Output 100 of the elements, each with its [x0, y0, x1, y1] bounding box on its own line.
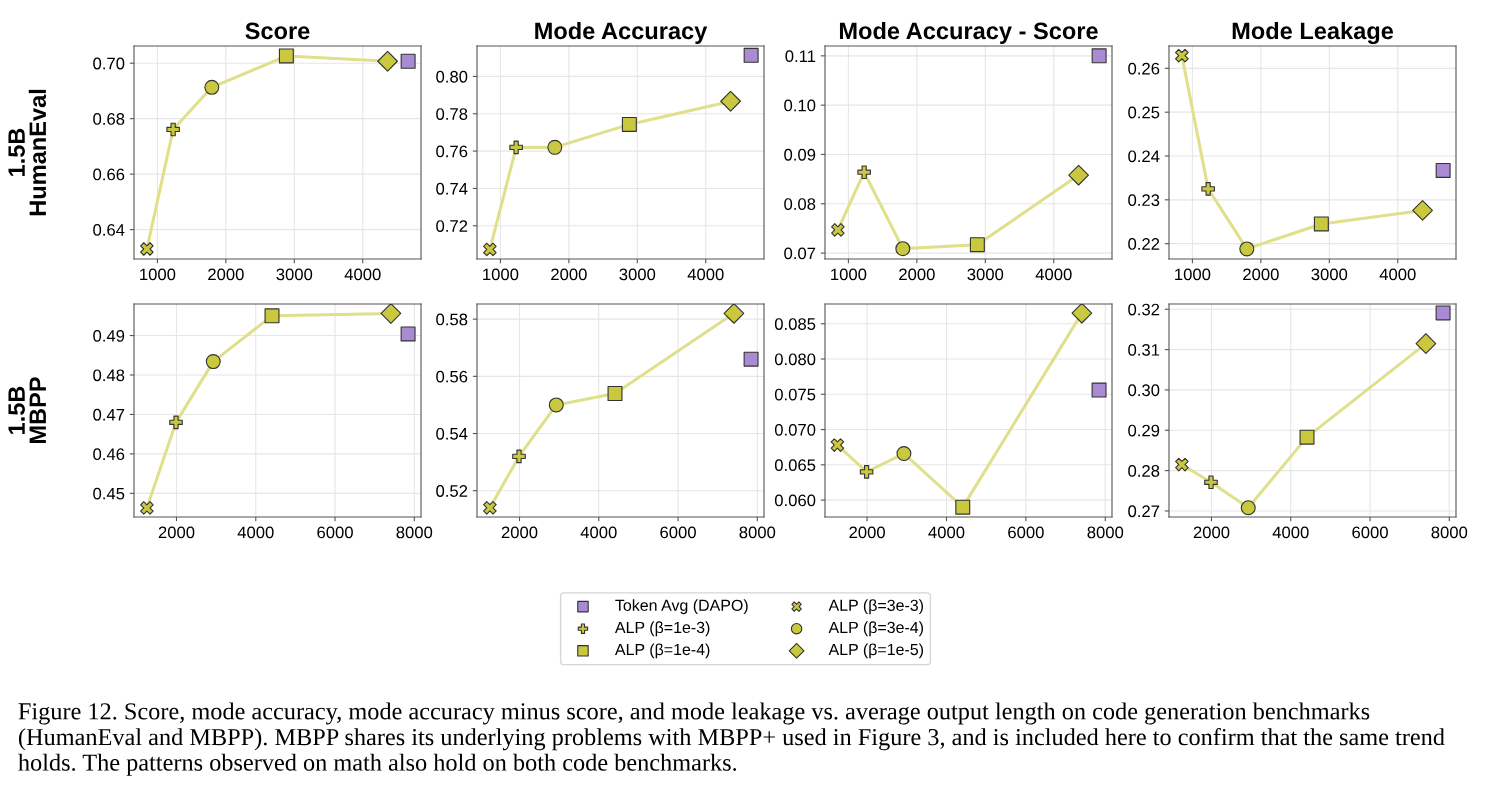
- x-tick-label: 2000: [899, 268, 935, 281]
- point: [1091, 48, 1107, 64]
- point: [607, 385, 623, 401]
- y-tick-label: 0.08: [784, 198, 816, 210]
- point: [831, 223, 845, 237]
- point: [400, 326, 416, 342]
- point: [166, 122, 180, 137]
- y-tick-label: 0.74: [436, 182, 468, 195]
- y-tick-label: 0.47: [93, 408, 125, 421]
- point: [969, 237, 985, 253]
- legend-label: Token Avg (DAPO): [615, 599, 748, 615]
- y-tick-label: 0.76: [436, 145, 468, 158]
- y-tick-label: 0.10: [784, 99, 816, 112]
- y-tick-label: 0.11: [785, 50, 816, 63]
- y-tick-label: 0.30: [1128, 384, 1160, 397]
- point: [483, 501, 497, 515]
- x-tick-label: 1000: [1175, 268, 1211, 281]
- x-tick-label: 3000: [1311, 268, 1348, 281]
- legend-label: ALP (β=1e-5): [828, 643, 924, 659]
- y-tick-label: 0.080: [774, 353, 816, 366]
- x-tick-label: 1000: [483, 268, 519, 281]
- y-tick-label: 0.28: [1128, 465, 1160, 477]
- y-tick-label: 0.27: [1128, 505, 1160, 518]
- point: [400, 53, 416, 69]
- x-tick-label: 8000: [396, 526, 433, 539]
- point: [1068, 164, 1089, 186]
- point: [1175, 457, 1189, 472]
- point: [204, 79, 220, 95]
- y-tick-label: 0.66: [93, 168, 125, 181]
- point: [859, 465, 874, 479]
- y-tick-label: 0.09: [784, 148, 816, 161]
- point: [140, 501, 154, 515]
- x-tick-label: 4000: [237, 526, 274, 539]
- point: [743, 47, 759, 63]
- y-tick-label: 0.58: [436, 313, 468, 326]
- y-tick-label: 0.68: [93, 113, 125, 125]
- legend-label: ALP (β=1e-3): [614, 621, 710, 637]
- point: [278, 48, 294, 64]
- y-tick-label: 0.25: [1128, 106, 1160, 119]
- point: [955, 499, 971, 515]
- point: [380, 304, 402, 324]
- y-tick-label: 0.45: [93, 487, 125, 500]
- point: [140, 242, 154, 256]
- x-tick-label: 4000: [580, 526, 617, 539]
- y-tick-label: 0.31: [1128, 343, 1160, 356]
- x-tick-label: 6000: [660, 526, 696, 539]
- point: [512, 449, 526, 464]
- point: [1204, 475, 1218, 490]
- y-tick-label: 0.48: [93, 369, 125, 382]
- legend-label: ALP (β=3e-3): [828, 599, 924, 615]
- x-tick-label: 1000: [831, 268, 867, 281]
- chart-title: Mode Accuracy: [535, 21, 708, 44]
- x-tick-label: 4000: [928, 526, 965, 539]
- point: [1240, 500, 1256, 516]
- caption: Figure 12. Score, mode accuracy, mode accuracy minus score, and mode leakage vs. average output length on code generation benchmarks (HumanEval and MBPP). MBPP shares its underlying problems with MBPP+ used in Figure 3, and is included here to confirm that the same trend holds. The patterns observed on math also hold on both code benchmarks.: [18, 702, 1445, 776]
- x-tick-label: 3000: [619, 268, 656, 281]
- x-tick-label: 6000: [317, 526, 353, 539]
- x-tick-label: 8000: [1087, 526, 1124, 539]
- point: [621, 116, 637, 132]
- y-tick-label: 0.80: [436, 70, 468, 83]
- y-tick-label: 0.060: [774, 494, 816, 507]
- x-tick-label: 1000: [140, 268, 176, 281]
- point: [857, 165, 871, 180]
- point: [1435, 162, 1451, 178]
- x-tick-label: 8000: [1431, 526, 1468, 539]
- chart-title: Score: [245, 22, 310, 40]
- x-tick-label: 4000: [1272, 526, 1309, 539]
- x-tick-label: 4000: [1379, 268, 1416, 281]
- y-tick-label: 0.32: [1128, 303, 1160, 316]
- x-tick-label: 4000: [1035, 268, 1072, 281]
- point: [377, 50, 398, 72]
- y-tick-label: 0.070: [774, 423, 816, 436]
- point: [895, 241, 911, 257]
- y-tick-label: 0.07: [784, 247, 816, 260]
- y-tick-label: 0.46: [93, 448, 125, 461]
- point: [830, 438, 845, 452]
- point: [548, 397, 564, 413]
- y-tick-label: 0.70: [93, 57, 125, 70]
- x-tick-label: 8000: [739, 526, 776, 539]
- x-tick-label: 2000: [208, 268, 244, 281]
- point: [1071, 304, 1093, 324]
- point: [547, 139, 563, 155]
- point: [1091, 382, 1107, 398]
- x-tick-label: 6000: [1352, 526, 1388, 539]
- y-tick-label: 0.065: [774, 459, 816, 472]
- y-tick-label: 0.23: [1128, 194, 1160, 207]
- point: [743, 351, 759, 367]
- y-tick-label: 0.26: [1128, 62, 1160, 75]
- y-tick-label: 0.78: [436, 108, 468, 120]
- y-tick-label: 0.29: [1128, 424, 1160, 437]
- point: [169, 415, 183, 430]
- legend-label: ALP (β=1e-4): [614, 643, 710, 659]
- point: [264, 308, 280, 324]
- y-tick-label: 0.49: [93, 329, 125, 342]
- x-tick-label: 2000: [501, 526, 538, 539]
- point: [509, 140, 523, 155]
- x-tick-label: 4000: [344, 268, 381, 281]
- y-tick-label: 0.56: [436, 370, 468, 383]
- y-tick-label: 0.085: [774, 318, 816, 330]
- point: [1313, 216, 1329, 232]
